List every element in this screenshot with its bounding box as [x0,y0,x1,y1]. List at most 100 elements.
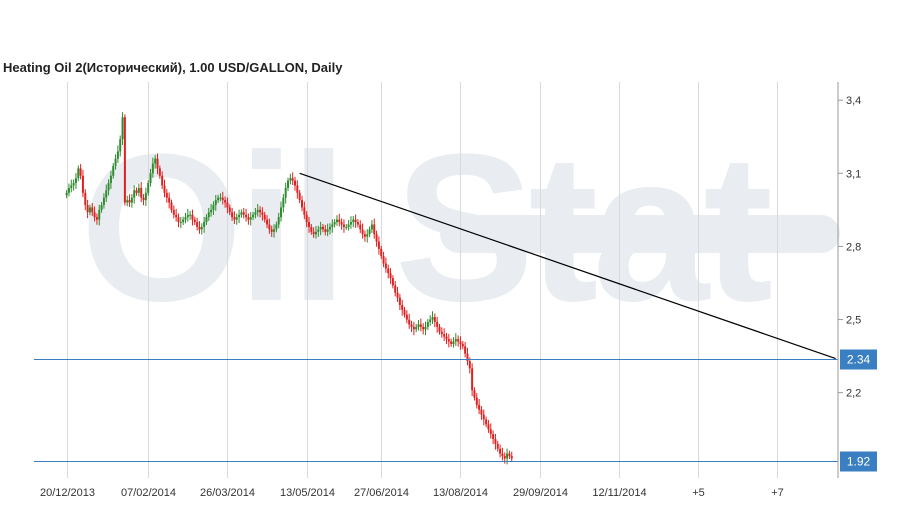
candle [231,207,234,221]
candle [494,433,497,450]
candle [499,444,502,458]
candle-body [282,197,285,208]
candle [67,183,70,197]
candle-body [303,207,306,215]
candle-body [70,185,73,188]
candle-body [301,200,303,208]
candle-body [200,226,203,230]
candle [191,209,194,226]
candle [319,221,322,236]
candle-body [473,390,476,398]
candle-body [370,224,373,230]
candle [221,191,224,205]
candle-body [149,173,152,184]
candle [408,313,411,329]
candle [429,315,432,326]
candle [240,209,243,218]
candle [189,211,192,220]
candle [363,230,366,242]
candle-body [480,409,483,415]
candle [289,173,292,185]
candle-body [319,226,322,230]
candle [294,176,297,191]
candle-body [186,214,189,218]
candle-body [140,187,143,198]
x-axis: 20/12/2013 07/02/2014 26/03/2014 13/05/2014… [40,487,784,499]
candle-body [74,178,77,184]
candle-body [333,222,336,225]
candle-body [305,214,308,223]
candle [445,332,448,345]
candle [387,264,390,279]
candle-body [287,180,290,188]
candle [480,406,483,420]
candle [140,182,143,203]
candle-body [182,219,185,223]
candle-body [158,168,161,176]
candle-body [133,190,136,198]
candle-body [126,200,129,203]
candle [492,430,495,445]
candle [193,216,196,225]
candle [471,363,474,397]
candle-body [352,219,355,223]
candle-body [331,224,334,227]
candle [321,224,324,233]
candle [198,221,201,234]
candle-body [417,324,420,327]
candle [163,179,166,198]
candle [142,194,145,206]
candle-body [380,248,383,257]
candle-body [65,192,68,196]
candle [347,220,350,231]
candle-body [170,202,173,210]
candle-body [91,207,94,213]
candle [466,347,469,366]
candle [426,319,429,330]
candle-body [345,226,348,228]
candle-body [252,214,255,218]
candle-body [81,175,84,193]
candle-body [172,209,175,215]
candle [177,213,180,228]
candle [154,155,157,169]
candle [247,213,250,225]
x-tick-label: +7 [771,487,784,499]
candle [298,189,301,204]
x-tick-label: 13/05/2014 [280,487,335,499]
y-tick-label: 2,2 [846,388,861,400]
x-tick-label: 07/02/2014 [121,487,176,499]
candle-body [128,200,131,203]
candle [109,170,112,189]
candle-body [324,229,327,232]
candle-body [203,222,206,227]
candle [468,357,471,374]
candle-body [382,256,385,264]
candle [352,215,355,228]
candle [93,206,96,222]
candle [186,208,189,222]
candle [422,323,425,335]
candle [303,201,306,220]
candle [436,316,439,333]
candle [130,194,133,208]
candle-body [228,207,231,213]
y-tick-label: 3,4 [846,95,861,107]
candle-body [429,319,432,322]
candle [394,281,397,297]
candle-body [175,214,178,218]
candle-body [165,192,168,198]
candle [398,293,401,311]
candle-body [249,217,252,220]
candle-body [256,209,259,213]
candle-body [212,205,215,210]
candle [228,204,231,216]
candle-body [506,453,509,459]
candle-body [310,226,313,232]
candle-body [221,197,224,201]
candle-body [88,207,91,213]
candle-body [405,314,408,320]
candle-body [151,163,154,174]
candle-body [296,185,299,193]
candle [137,183,140,197]
